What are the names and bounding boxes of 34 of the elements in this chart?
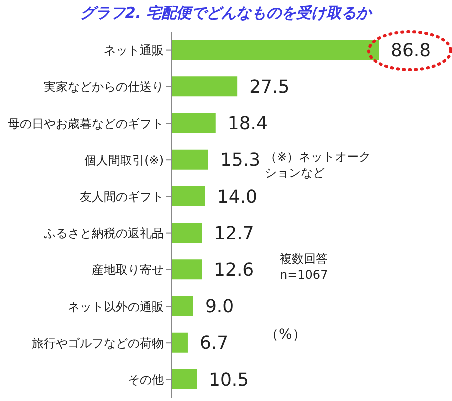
chart-title: グラフ2. 宅配便でどんなものを受け取るか: [79, 4, 374, 23]
data-label: 15.3: [220, 150, 261, 172]
bar: [172, 76, 238, 97]
data-label: 10.5: [209, 370, 250, 391]
data-label: 18.4: [228, 114, 268, 135]
bar: [172, 186, 206, 206]
y-tick-label: 実家などからの仕送り: [44, 80, 164, 94]
bar: [172, 260, 202, 280]
y-tick-label: 母の日やお歳暮などのギフト: [8, 116, 164, 131]
data-label: 12.7: [214, 223, 254, 244]
bar: [172, 369, 198, 390]
data-label: 14.0: [217, 186, 258, 208]
bar: [172, 223, 202, 244]
bar: [172, 40, 379, 60]
y-tick-label: 産地取り寄せ: [92, 263, 164, 278]
y-tick-label: 旅行やゴルフなどの荷物: [32, 336, 164, 350]
bar: [172, 113, 216, 134]
y-tick-label: ネット以外の通販: [68, 300, 164, 314]
annotation: （※）ネットオークションなど: [265, 150, 372, 182]
data-label: 12.6: [214, 260, 254, 282]
data-label: 9.0: [205, 296, 234, 318]
data-label: 27.5: [250, 77, 290, 98]
y-tick-label: ふるさと納税の返礼品: [43, 226, 164, 241]
annotation: （%）: [265, 326, 308, 344]
data-label: 6.7: [200, 333, 229, 354]
annotation: 複数回答 n=1067: [280, 252, 330, 284]
y-tick-label: 個人間取引(※): [84, 153, 164, 168]
bar: [172, 296, 194, 316]
bar: [172, 150, 208, 170]
y-tick-label: その他: [128, 372, 164, 387]
bar: [172, 332, 188, 353]
y-tick-label: 友人間のギフト: [80, 190, 164, 204]
y-tick-label: ネット通販: [104, 44, 164, 58]
data-label: 86.8: [391, 40, 432, 62]
